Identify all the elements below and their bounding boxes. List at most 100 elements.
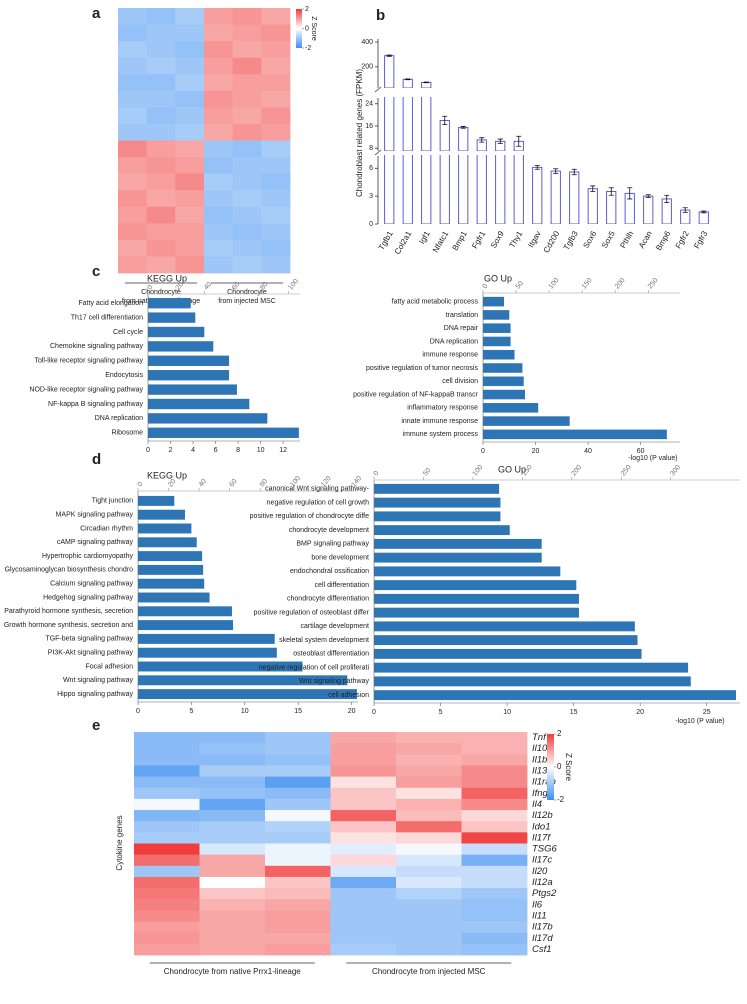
x-tick-label: 12 xyxy=(279,447,287,454)
x-tick-label: Sox5 xyxy=(600,229,617,250)
heat-cell xyxy=(261,157,291,175)
row-label: Il6 xyxy=(532,899,543,910)
category-label: negative regulation of cell growth xyxy=(267,499,369,506)
heat-cell xyxy=(204,41,234,59)
heat-cell xyxy=(118,74,148,92)
heat-cell xyxy=(175,57,205,75)
category-label: Ribosome xyxy=(111,430,143,437)
bar xyxy=(138,523,192,534)
colorbar-tick-label: 2 xyxy=(305,6,309,13)
x-tick-label: 10 xyxy=(503,709,511,716)
top-tick-label: 0 xyxy=(373,470,381,478)
heat-cell xyxy=(461,888,528,900)
heat-cell xyxy=(330,921,397,934)
heat-cell xyxy=(261,190,291,208)
row-label: Il17d xyxy=(532,933,553,944)
heat-cell xyxy=(330,754,397,766)
heat-cell xyxy=(330,910,397,922)
heat-cell xyxy=(461,943,528,956)
row-label: Il17f xyxy=(532,832,551,843)
heat-cell xyxy=(396,810,462,822)
heat-cell xyxy=(265,899,331,911)
heat-cell xyxy=(118,107,148,125)
x-tick-label: 20 xyxy=(532,448,540,455)
heat-cell xyxy=(199,843,266,856)
heat-cell xyxy=(175,256,205,274)
bar xyxy=(402,155,413,224)
top-tick-label: 50 xyxy=(515,280,525,291)
heat-cell xyxy=(265,854,331,867)
row-label: Il4 xyxy=(532,799,542,810)
x-tick-label: Fgfr1 xyxy=(470,229,487,250)
heat-cell xyxy=(118,206,148,224)
heat-cell xyxy=(261,107,291,125)
heat-cell xyxy=(396,899,462,911)
row-label: Ifng xyxy=(532,788,549,799)
heat-cell xyxy=(461,899,528,911)
heat-cell xyxy=(265,865,331,878)
bar xyxy=(374,497,501,508)
heat-cell xyxy=(461,843,528,856)
bar xyxy=(138,564,204,575)
x-tick-label: Fgfr2 xyxy=(674,229,691,250)
heat-cell xyxy=(232,107,262,125)
x-tick-label: 0 xyxy=(136,708,140,715)
category-label: Th17 cell differentiation xyxy=(71,314,143,321)
heat-cell xyxy=(146,239,176,257)
heat-cell xyxy=(396,854,462,867)
bar xyxy=(138,633,275,644)
bar xyxy=(374,566,561,577)
group-label: from injected MSC xyxy=(218,298,276,305)
bar xyxy=(148,312,196,323)
category-label: MAPK signaling pathway xyxy=(56,512,134,519)
heat-cell xyxy=(199,910,266,922)
category-label: Hippo signaling pathway xyxy=(57,691,133,698)
heat-cell xyxy=(134,743,200,755)
row-label: Il1b xyxy=(532,754,547,765)
heat-cell xyxy=(134,810,200,822)
heat-cell xyxy=(261,24,291,42)
bar xyxy=(483,323,511,333)
x-tick-label: 8 xyxy=(236,447,240,454)
error-bar xyxy=(627,187,633,200)
heat-cell xyxy=(118,223,148,241)
heat-cell xyxy=(118,41,148,59)
category-label: Growth hormone synthesis, secretion and xyxy=(4,622,133,629)
heat-cell xyxy=(146,24,176,42)
heat-cell xyxy=(396,843,462,856)
colorbar-title: Z Score xyxy=(564,753,573,782)
colorbar-tick-label: -2 xyxy=(557,795,565,804)
bar xyxy=(421,155,432,224)
heat-cell xyxy=(461,810,528,822)
heat-cell xyxy=(261,173,291,191)
bar xyxy=(374,635,638,646)
heat-cell xyxy=(261,206,291,224)
heat-cell xyxy=(232,239,262,257)
colorbar-tick-label: 0 xyxy=(557,762,562,771)
row-label: TSG6 xyxy=(532,844,558,855)
x-tick-label: 15 xyxy=(570,709,578,716)
heat-cell xyxy=(461,765,528,777)
heat-cell xyxy=(396,787,462,800)
heat-cell xyxy=(146,74,176,92)
x-tick-label: 0 xyxy=(481,448,485,455)
heat-cell xyxy=(261,256,291,274)
y-axis-label: Cytokine genes xyxy=(115,815,124,870)
heat-cell xyxy=(146,57,176,75)
heat-cell xyxy=(118,57,148,75)
top-tick-label: 20 xyxy=(175,281,185,292)
y-tick-label: 6 xyxy=(369,165,373,172)
heat-cell xyxy=(175,24,205,42)
heat-cell xyxy=(204,190,234,208)
heat-cell xyxy=(265,821,331,833)
heat-cell xyxy=(199,921,266,934)
heat-cell xyxy=(232,173,262,191)
bar xyxy=(148,326,205,338)
heat-cell xyxy=(134,876,200,889)
top-tick-label: 60 xyxy=(231,281,241,292)
category-label: Wnt signaling pathway xyxy=(299,678,370,685)
heat-cell xyxy=(199,732,266,744)
heat-cell xyxy=(199,810,266,822)
bar xyxy=(138,592,210,603)
